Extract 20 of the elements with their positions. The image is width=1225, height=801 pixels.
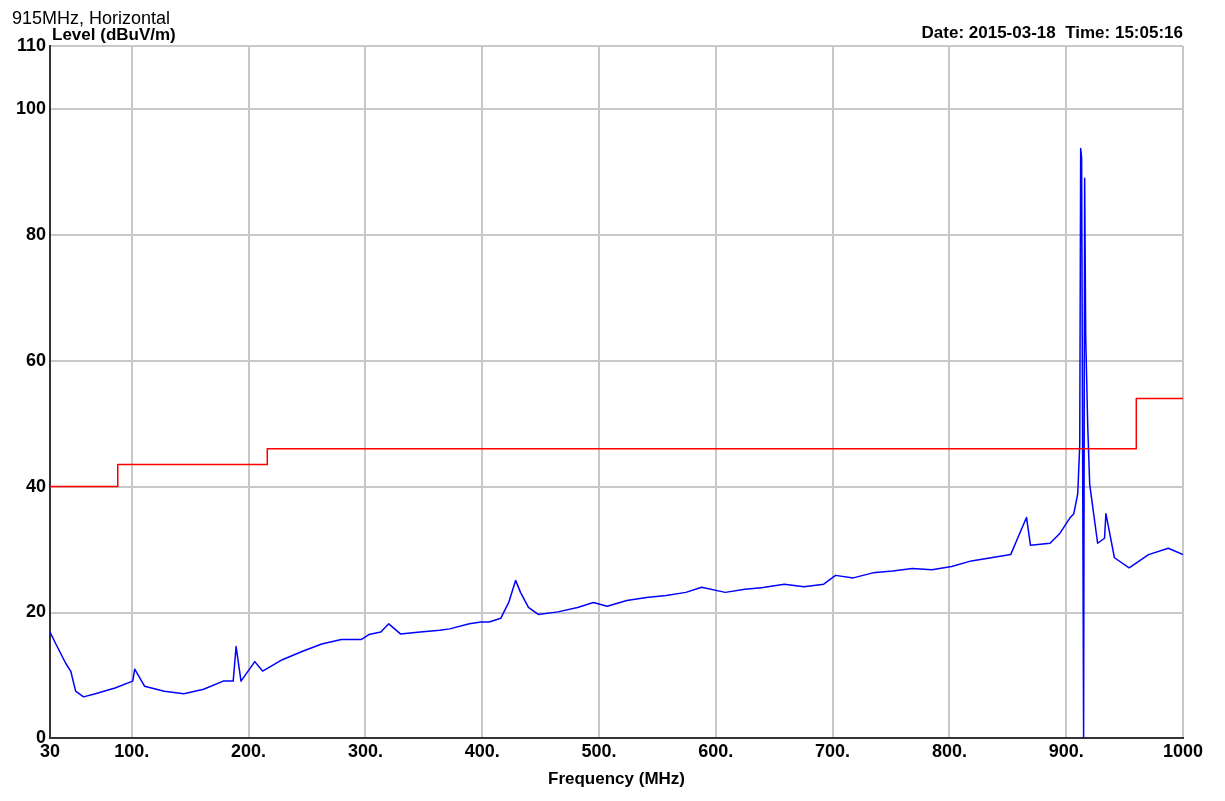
chart-title: 915MHz, Horizontal — [12, 8, 171, 28]
y-tick-label: 110 — [16, 34, 47, 55]
x-tick-label: 800. — [931, 741, 967, 762]
x-tick-label: 900. — [1048, 741, 1084, 762]
x-axis-title: Frequency (MHz) — [548, 769, 685, 788]
x-tick-label: 500. — [581, 741, 617, 762]
y-tick-label: 60 — [26, 349, 47, 370]
y-axis-title: Level (dBuV/m) — [52, 25, 176, 44]
x-tick-label: 1000 — [1162, 741, 1204, 762]
x-tick-label: 300. — [347, 741, 383, 762]
y-tick-label: 100 — [15, 97, 47, 118]
chart-subtitle: Date: 2015-03-18 Time: 15:05:16 — [921, 23, 1183, 42]
x-tick-label: 600. — [698, 741, 734, 762]
x-tick-label: 200. — [231, 741, 267, 762]
y-tick-label: 20 — [26, 601, 47, 622]
x-tick-label: 100. — [114, 741, 150, 762]
y-tick-label: 40 — [26, 475, 47, 496]
x-tick-label: 700. — [815, 741, 851, 762]
y-tick-label: 80 — [26, 223, 47, 244]
x-tick-label: 400. — [464, 741, 500, 762]
